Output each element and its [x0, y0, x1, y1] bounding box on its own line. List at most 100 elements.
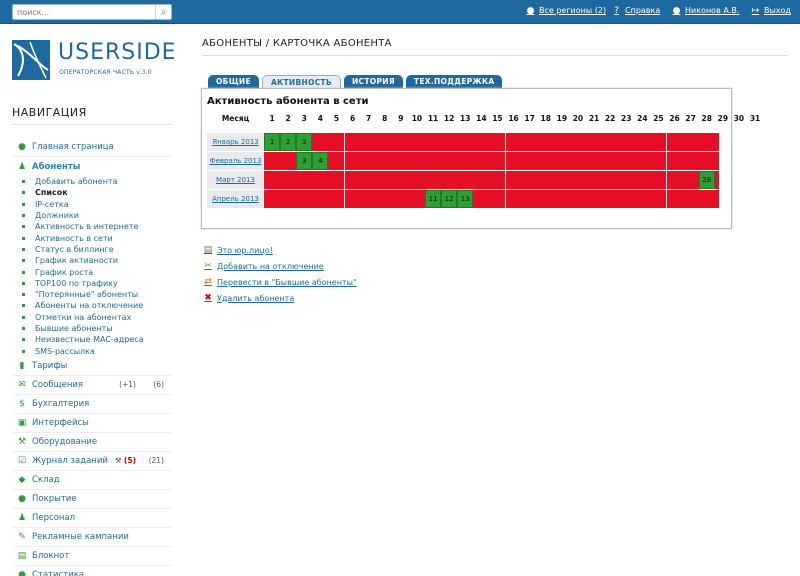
- sidebar-item-label: Персонал: [32, 512, 76, 523]
- sidebar-item[interactable]: ✎ Рекламные кампании: [12, 528, 172, 547]
- nav-title: НАВИГАЦИЯ: [12, 106, 87, 119]
- day-column-header: 21: [588, 114, 600, 123]
- sidebar-subitem[interactable]: Бывшие абоненты: [22, 323, 172, 334]
- bullet-icon: [22, 270, 25, 274]
- bullet-icon: [22, 225, 25, 229]
- sidebar-subitem[interactable]: SMS-рассылка: [22, 345, 172, 356]
- activity-cell-inactive: [553, 171, 570, 189]
- activity-cell-active: 12: [441, 190, 458, 208]
- activity-cell-inactive: [489, 152, 506, 170]
- sidebar-item-label: Оборудование: [32, 436, 98, 447]
- sidebar-subitem[interactable]: Список: [22, 187, 172, 198]
- day-column-header: 4: [317, 114, 323, 123]
- sidebar-subitem[interactable]: "Потерянные" абоненты: [22, 289, 172, 300]
- day-column-header: 30: [733, 114, 745, 123]
- day-column-header: 16: [508, 114, 519, 123]
- sidebar-item-label: Журнал заданий: [32, 455, 108, 466]
- day-column-header: 17: [524, 114, 535, 123]
- sidebar-item[interactable]: ● Статистика: [12, 566, 172, 576]
- sidebar-subitem[interactable]: Неизвестные MAC-адреса: [22, 334, 172, 345]
- logo[interactable]: USERSIDE ОПЕРАТОРСКАЯ ЧАСТЬ v.3.0: [12, 40, 176, 84]
- sidebar-item[interactable]: ⚒ Оборудование: [12, 433, 172, 452]
- sidebar-subitem[interactable]: Отметки на абонентах: [22, 312, 172, 323]
- sidebar-subitem[interactable]: IP-сетка: [22, 199, 172, 210]
- sidebar-item[interactable]: ▤ Блокнот: [12, 547, 172, 566]
- sidebar-item[interactable]: ♟ Абоненты: [12, 157, 172, 176]
- action-label: Перевести в "Бывшие абоненты": [217, 277, 357, 287]
- activity-cell-inactive: [714, 152, 719, 170]
- day-column-header: 13: [460, 114, 471, 123]
- exit-link[interactable]: ↦ Выход: [751, 6, 791, 16]
- sidebar-item[interactable]: ▣ Интерфейсы: [12, 414, 172, 433]
- activity-cell-inactive: [441, 171, 458, 189]
- activity-cell-inactive: [521, 190, 538, 208]
- sidebar-item[interactable]: ● Главная страница: [12, 138, 172, 157]
- sidebar-subitem[interactable]: Абоненты на отключение: [22, 300, 172, 311]
- tab-history[interactable]: ИСТОРИЯ: [343, 75, 403, 88]
- activity-cell-inactive: [553, 133, 570, 151]
- activity-cell-inactive: [602, 152, 619, 170]
- action-link[interactable]: ⇄ Перевести в "Бывшие абоненты": [203, 274, 357, 290]
- user-link[interactable]: ● Никонов А.В.: [672, 6, 740, 16]
- action-link[interactable]: ✖ Удалить абонента: [203, 290, 357, 306]
- activity-cell-inactive: [553, 190, 570, 208]
- activity-cell-inactive: [505, 190, 522, 208]
- activity-cell-inactive: [714, 171, 719, 189]
- disconnect-icon: ✂: [204, 261, 212, 271]
- tools-icon: ⚒: [114, 456, 124, 466]
- activity-cell-inactive: [264, 171, 281, 189]
- tab-support[interactable]: ТЕХ.ПОДДЕРЖКА: [405, 75, 503, 88]
- sidebar-subitem[interactable]: Активность в интернете: [22, 221, 172, 232]
- search-icon[interactable]: ⌕: [155, 5, 171, 19]
- action-link[interactable]: ▤ Это юр.лицо!: [203, 242, 357, 258]
- activity-cell-inactive: [569, 152, 586, 170]
- activity-cell-inactive: [376, 133, 393, 151]
- envelope-icon: ✉: [18, 379, 26, 390]
- sidebar-item[interactable]: ◆ Склад: [12, 471, 172, 490]
- activity-cell-active: 13: [457, 190, 474, 208]
- sidebar-subitem[interactable]: Добавить абонента: [22, 176, 172, 187]
- sidebar-subitem[interactable]: Должники: [22, 210, 172, 221]
- top-bar: ⌕ ● Все регионы (2) ? Справка ● Никонов …: [0, 0, 800, 24]
- activity-cell-inactive: [296, 190, 313, 208]
- sidebar-item-label: Интерфейсы: [32, 417, 89, 428]
- sidebar-subitem[interactable]: График активности: [22, 255, 172, 266]
- regions-link[interactable]: ● Все регионы (2): [526, 6, 607, 16]
- activity-cell-inactive: [489, 133, 506, 151]
- month-link[interactable]: Апрель 2013: [207, 190, 264, 208]
- tab-activity[interactable]: АКТИВНОСТЬ: [261, 75, 341, 88]
- month-link[interactable]: Январь 2013: [207, 133, 264, 151]
- day-column-header: 31: [749, 114, 761, 123]
- activity-cell-inactive: [360, 190, 377, 208]
- sidebar-item[interactable]: ♟ Персонал: [12, 509, 172, 528]
- action-link[interactable]: ✂ Добавить на отключение: [203, 258, 357, 274]
- sidebar-item[interactable]: ● Покрытие: [12, 490, 172, 509]
- sidebar-item[interactable]: ☑ Журнал заданий ⚒ (5) (21): [12, 452, 172, 471]
- sidebar-subitem-label: График роста: [35, 267, 94, 277]
- tab-general[interactable]: ОБЩИЕ: [208, 75, 259, 88]
- activity-cell-inactive: [682, 152, 699, 170]
- activity-cell-inactive: [264, 152, 281, 170]
- sidebar-item[interactable]: $ Бухгалтерия: [12, 395, 172, 414]
- help-link[interactable]: ? Справка: [612, 6, 660, 16]
- activity-cell-inactive: [457, 152, 474, 170]
- sidebar-item[interactable]: ▮ Тарифы: [12, 357, 172, 376]
- activity-cell-inactive: [537, 190, 554, 208]
- sidebar-subitem[interactable]: Статус в биллинге: [22, 244, 172, 255]
- actions-list: ▤ Это юр.лицо! ✂ Добавить на отключение ⇄ Пер…: [203, 242, 357, 306]
- bullet-icon: [22, 349, 25, 353]
- activity-cell-inactive: [569, 133, 586, 151]
- sidebar-item[interactable]: ✉ Сообщения (+1) (6): [12, 376, 172, 395]
- day-column-header: 3: [301, 114, 307, 123]
- activity-cell-inactive: [408, 190, 425, 208]
- search-input[interactable]: [13, 5, 153, 19]
- activity-cell-inactive: [280, 152, 297, 170]
- sidebar-subitem[interactable]: TOP100 по трафику: [22, 278, 172, 289]
- sidebar-subitem[interactable]: Активность в сети: [22, 232, 172, 243]
- activity-cell-inactive: [553, 152, 570, 170]
- sidebar-subitem[interactable]: График роста: [22, 266, 172, 277]
- month-link[interactable]: Февраль 2013: [207, 152, 264, 170]
- month-link[interactable]: Март 2013: [207, 171, 264, 189]
- activity-cell-inactive: [328, 171, 345, 189]
- activity-cell-inactive: [392, 133, 409, 151]
